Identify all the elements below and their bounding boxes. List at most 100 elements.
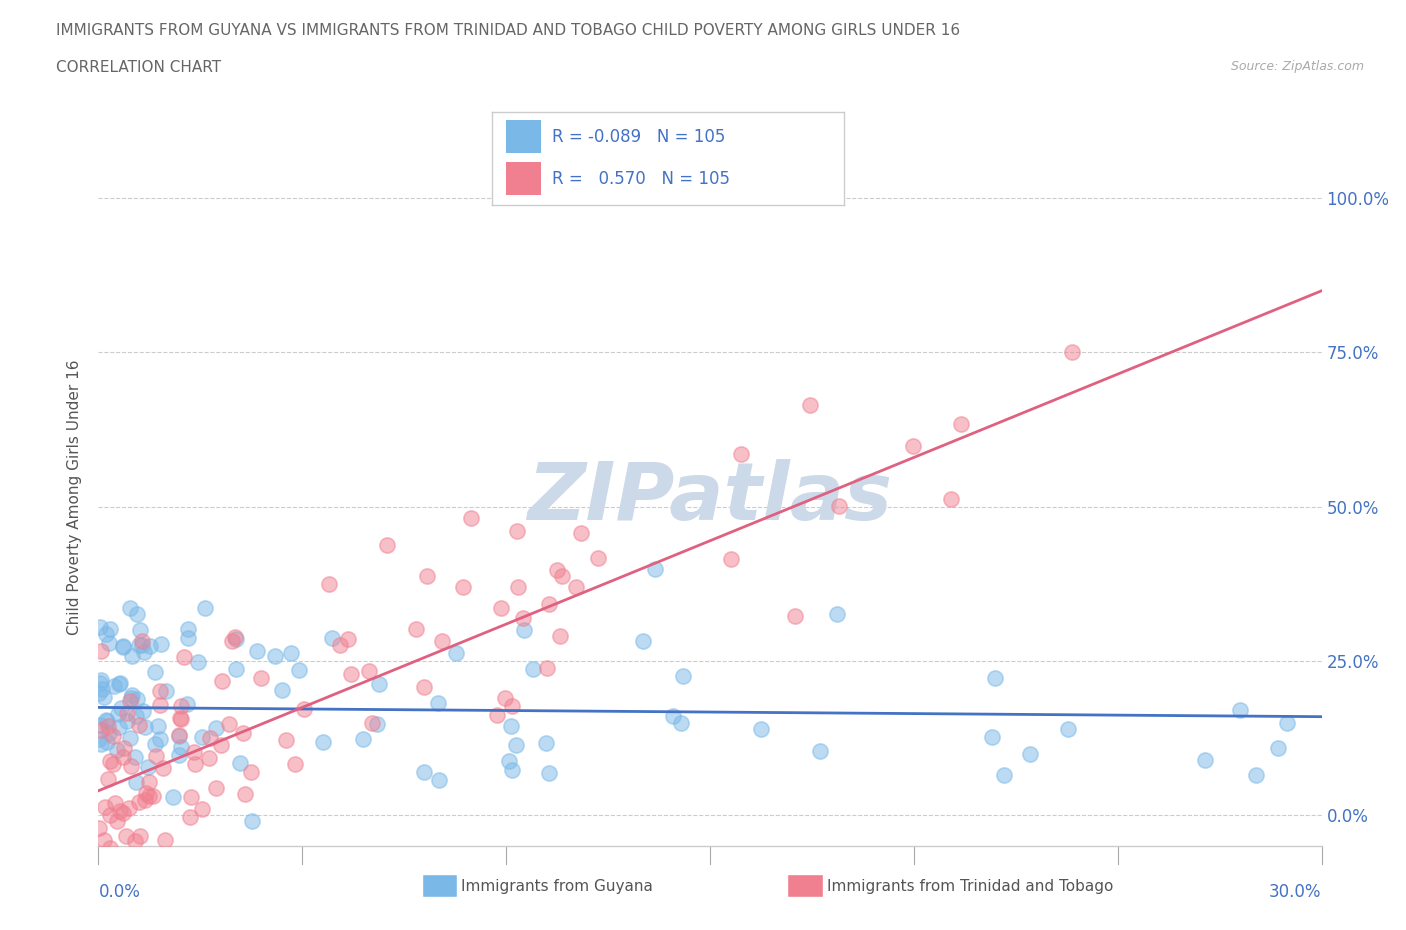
Point [340,667,363,682]
Point [170,711,193,726]
Point [631,633,654,648]
Point [538,597,561,612]
Point [143,665,166,680]
Point [522,662,544,677]
Point [120,759,142,774]
Point [233,787,256,802]
Point [136,760,159,775]
Point [1019,747,1042,762]
Point [110,675,132,690]
Point [499,719,522,734]
Point [498,753,520,768]
Point [508,579,530,594]
Point [112,750,135,764]
Point [112,740,135,755]
Point [318,577,340,591]
Point [87,820,110,835]
Point [90,672,112,687]
Point [155,684,177,698]
Point [359,664,381,679]
Point [505,737,527,752]
Point [118,857,141,872]
Point [536,736,558,751]
Point [550,629,572,644]
Point [506,524,529,538]
Point [271,683,294,698]
Point [145,749,167,764]
Point [100,621,122,636]
Point [232,725,254,740]
Point [132,703,155,718]
Point [115,829,138,844]
Point [127,692,149,707]
Point [138,775,160,790]
Point [129,623,152,638]
Point [98,808,121,823]
Point [427,773,450,788]
Point [89,676,111,691]
Text: ZIPatlas: ZIPatlas [527,458,893,537]
Point [149,684,172,698]
Point [430,633,453,648]
Point [288,663,311,678]
Point [513,623,536,638]
Text: R = -0.089   N = 105: R = -0.089 N = 105 [551,127,725,146]
Point [142,788,165,803]
Point [194,601,217,616]
Point [118,694,141,709]
Point [1246,767,1268,782]
Point [139,638,162,653]
Bar [506,162,541,195]
Point [730,446,752,461]
Point [117,800,139,815]
Point [90,644,112,658]
Point [97,726,120,741]
Point [134,719,156,734]
Point [981,729,1004,744]
Point [198,730,221,745]
Point [149,731,172,746]
Point [211,673,233,688]
Point [460,511,482,525]
Point [128,637,150,652]
Point [489,600,512,615]
Point [93,800,115,815]
Point [107,707,129,722]
Text: Immigrants from Guyana: Immigrants from Guyana [461,879,652,894]
Point [180,790,202,804]
Point [1062,344,1084,359]
Point [89,685,111,700]
Point [352,731,374,746]
Point [228,755,250,770]
Point [537,765,560,780]
Point [124,833,146,848]
Point [90,737,112,751]
Point [720,551,742,566]
Point [94,627,117,642]
Point [176,621,198,636]
Point [111,639,134,654]
Point [405,621,427,636]
Point [225,631,247,646]
Point [204,721,226,736]
Point [121,687,143,702]
Point [416,568,439,583]
Point [984,671,1007,685]
Text: Source: ZipAtlas.com: Source: ZipAtlas.com [1230,60,1364,73]
Point [1275,715,1298,730]
Point [105,814,128,829]
Point [173,649,195,664]
Point [153,832,176,847]
Point [179,810,201,825]
Point [662,709,685,724]
Point [134,792,156,807]
Point [546,563,568,578]
Point [205,780,228,795]
Point [494,690,516,705]
Point [167,729,190,744]
Point [191,802,214,817]
Point [413,765,436,780]
Text: 30.0%: 30.0% [1270,884,1322,901]
Point [110,804,132,818]
Point [125,775,148,790]
